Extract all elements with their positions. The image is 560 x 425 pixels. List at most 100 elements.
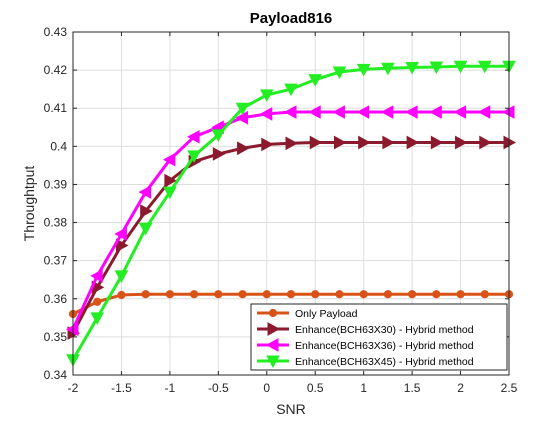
data-point [141,290,150,299]
y-tick-label: 0.37 [44,254,68,268]
x-tick-label: -2 [68,381,79,395]
data-point [333,135,347,150]
legend-label: Enhance(BCH63X30) - Hybrid method [295,324,474,336]
legend-label: Only Payload [295,308,358,320]
legend-marker [266,355,280,369]
x-tick-label: 2 [457,381,464,395]
x-tick-label: 0 [263,381,270,395]
data-point [140,204,153,218]
data-point [405,61,419,75]
data-point [164,173,177,188]
x-axis-label: SNR [276,401,306,417]
data-point [235,102,250,116]
data-point [211,129,226,142]
data-point [237,141,250,156]
data-point [332,66,347,80]
data-point [383,290,392,299]
x-tick-label: 0.5 [307,381,324,395]
y-tick-label: 0.36 [44,292,68,306]
data-point [259,89,274,102]
data-point [90,269,103,283]
data-point [187,129,200,144]
x-tick-label: 1.5 [404,381,421,395]
data-point [453,60,468,74]
data-point [262,290,271,299]
legend-label: Enhance(BCH63X45) - Hybrid method [295,356,474,368]
axis-ticks: -2 -1.5 -1 -0.5 0 0.5 1 1.5 2 2.5 0.34 0.35 0.36 0.37… [44,25,518,395]
x-tick-label: -0.5 [208,381,229,395]
legend-marker [267,322,281,336]
plot-frame [72,31,510,376]
y-tick-label: 0.43 [44,25,68,39]
data-point [332,105,345,119]
data-point [138,222,153,236]
data-point [114,270,129,283]
data-point [408,290,417,299]
data-point [90,312,105,325]
data-point [117,290,126,300]
y-tick-label: 0.42 [44,63,68,77]
data-point [429,61,444,75]
data-point [477,105,491,119]
data-point [480,290,489,299]
data-point [283,105,297,119]
chart-title: Payload816 [250,10,333,27]
data-point [308,74,323,87]
y-axis-label: Throughtput [21,166,37,242]
data-point [432,290,441,299]
legend-marker [265,338,279,352]
data-point [187,150,201,163]
data-point [381,62,395,76]
x-tick-label: 1 [360,381,367,395]
data-point [429,105,442,119]
data-point [285,136,299,151]
data-point [356,63,371,77]
data-point [165,290,174,299]
data-point [380,105,394,119]
data-point [163,186,177,200]
y-tick-label: 0.4 [50,139,67,153]
data-point [308,105,321,119]
data-point [261,137,274,152]
y-tick-label: 0.38 [44,216,68,230]
data-point [456,290,465,299]
y-tick-label: 0.34 [44,368,68,382]
data-point [212,147,226,161]
legend-label: Enhance(BCH63X36) - Hybrid method [295,340,474,352]
data-point [479,135,492,150]
x-tick-label: 2.5 [501,381,518,395]
y-tick-label: 0.41 [44,101,68,115]
x-tick-label: -1 [165,381,176,395]
data-point [335,290,344,299]
data-point [382,135,395,150]
data-point [190,290,199,299]
legend-box [250,303,508,371]
data-point [455,135,468,150]
series-3 [65,105,515,337]
x-tick-label: -1.5 [111,381,132,395]
legend: Only Payload Enhance(BCH63X30) - Hybrid m… [250,303,508,371]
data-point [259,107,273,121]
data-point [406,135,420,150]
data-point [358,135,371,150]
data-point [477,60,492,74]
data-point [238,290,247,299]
data-point [453,105,467,119]
data-point [138,185,152,199]
series-1 [68,290,514,319]
data-point [356,105,370,119]
data-point [214,290,223,299]
data-point [235,110,249,125]
data-point [311,290,320,299]
data-point [284,83,298,97]
y-tick-label: 0.39 [44,177,68,191]
legend-marker [268,308,278,318]
data-point [309,135,323,150]
data-point [405,105,418,119]
y-tick-label: 0.35 [44,330,68,344]
data-point [286,290,296,299]
data-point [162,152,176,167]
data-point [114,227,127,241]
